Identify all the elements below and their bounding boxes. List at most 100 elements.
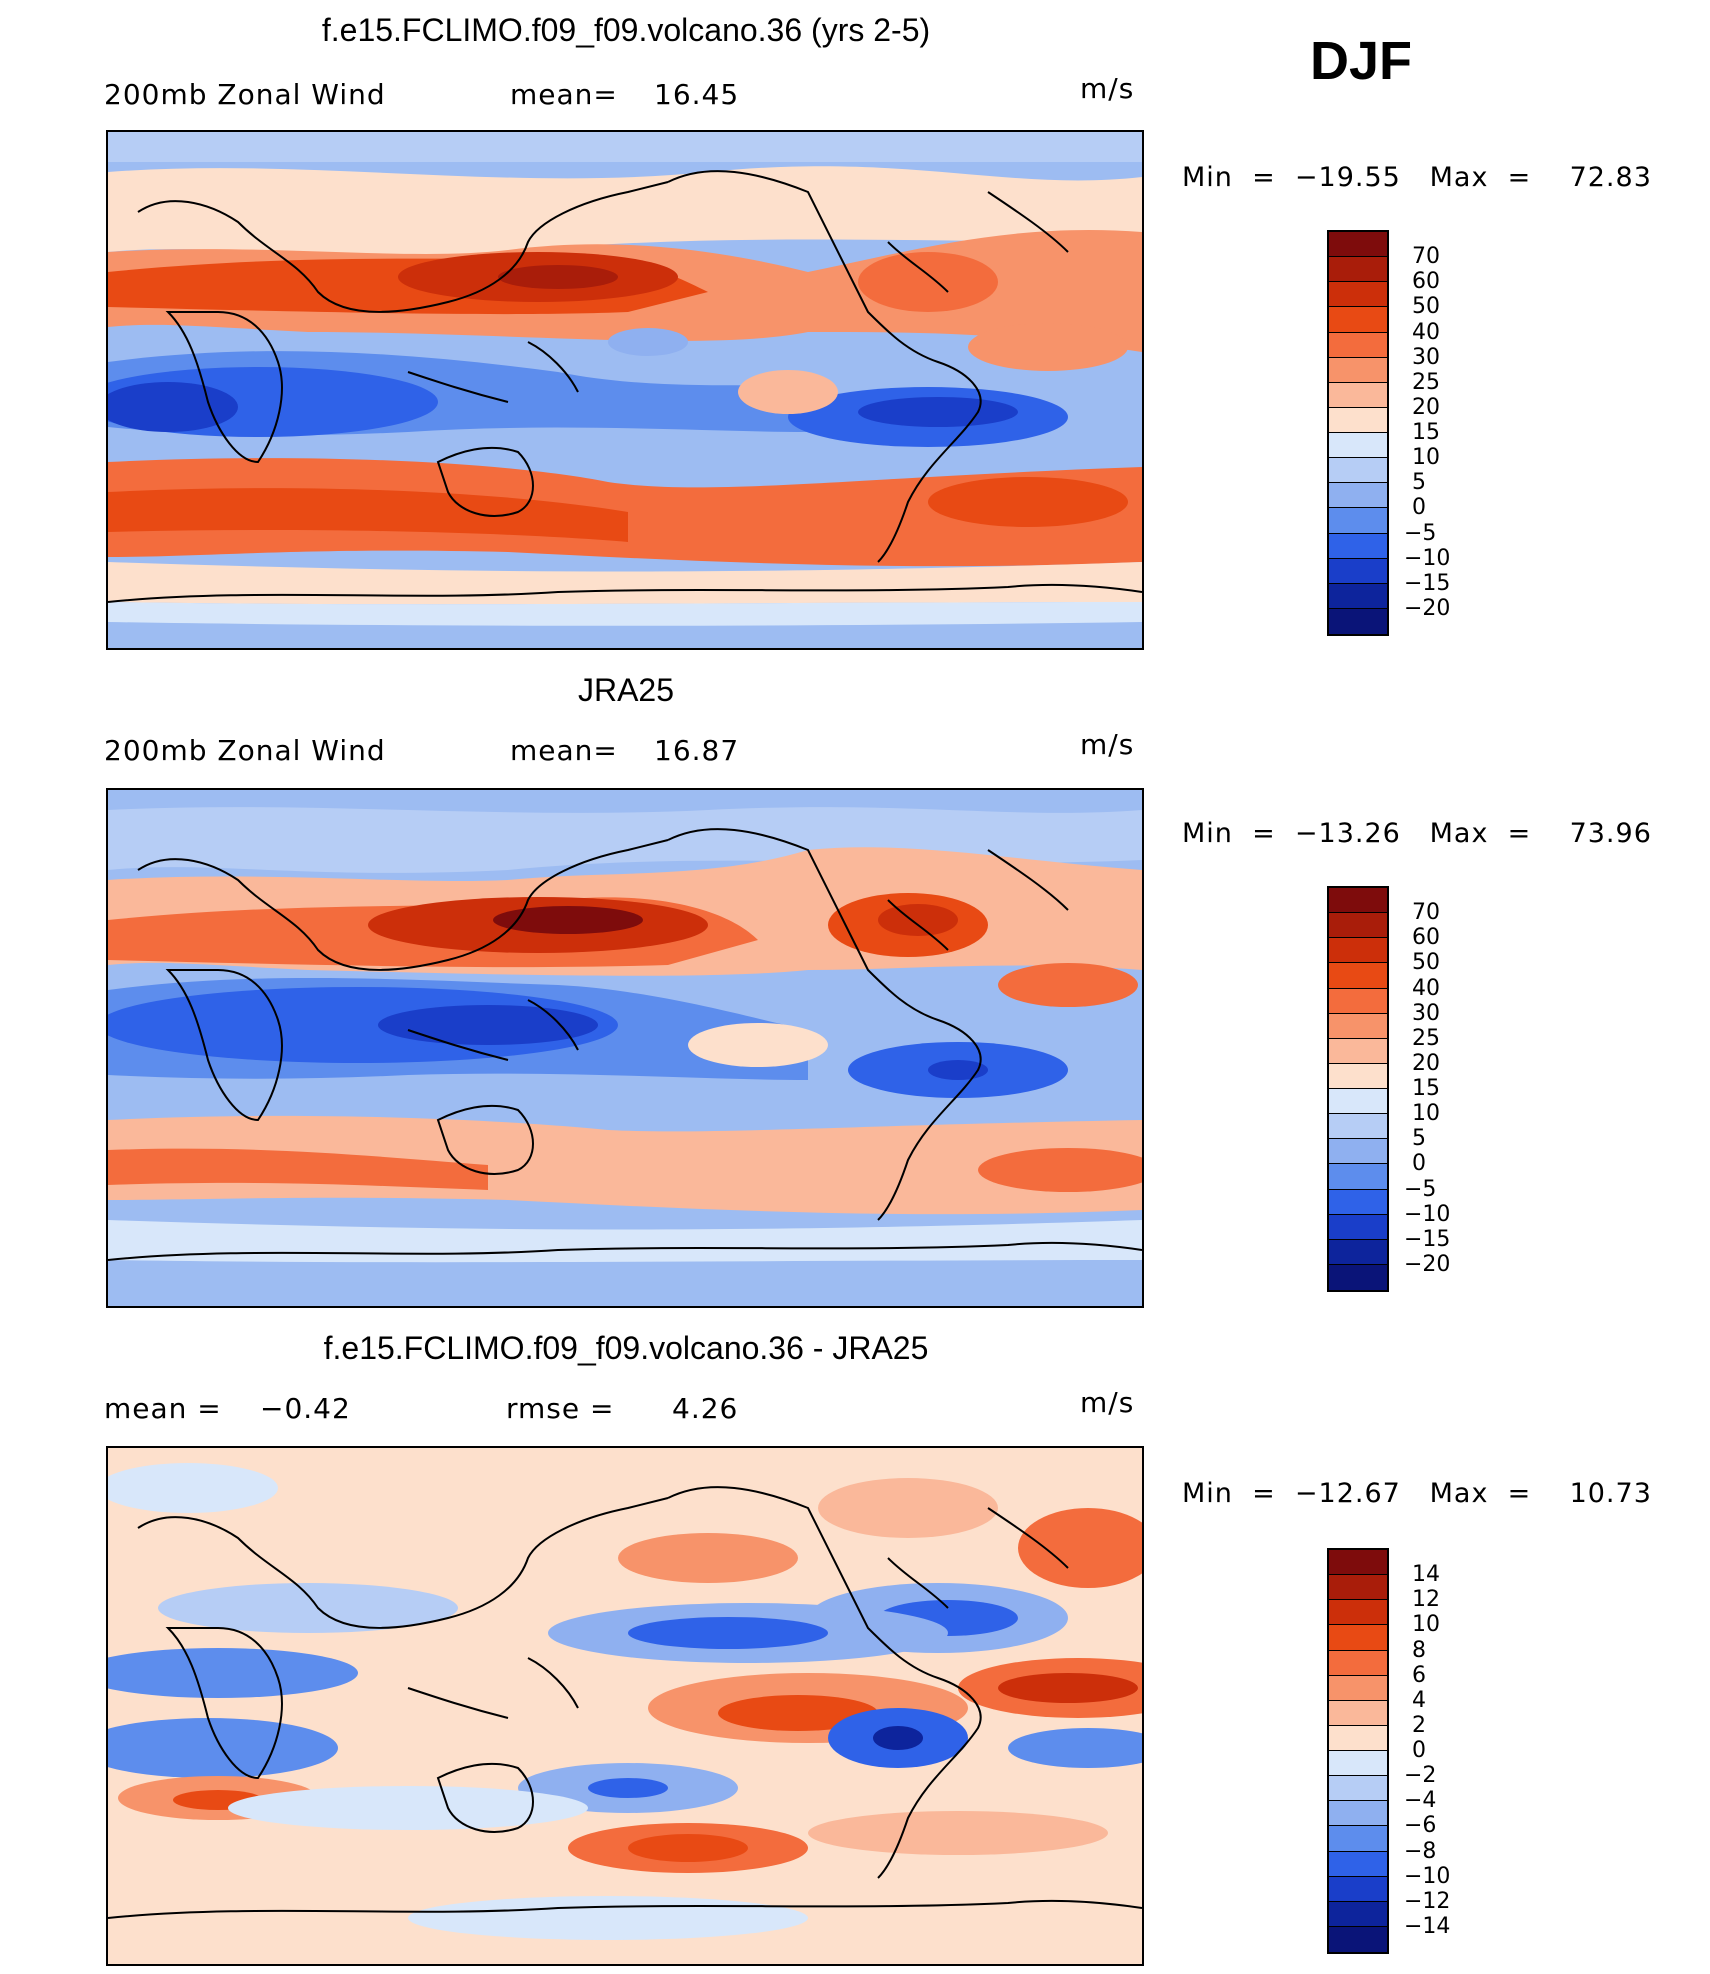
panel-3-min-label: Min (1182, 1478, 1233, 1509)
colorbar-tick-label: −6 (1404, 1813, 1437, 1839)
colorbar-tick-label: 25 (1412, 369, 1440, 395)
colorbar-tick-label: −15 (1404, 1226, 1451, 1252)
colorbar-swatch (1329, 913, 1387, 939)
panel-1-min-value: −19.55 (1294, 162, 1401, 193)
panel-2-units: m/s (1080, 728, 1135, 761)
panel-1-min-label: Min (1182, 162, 1233, 193)
colorbar-swatch (1329, 1013, 1387, 1039)
panel-3-mean-label: mean = (104, 1392, 222, 1425)
panel-3-rmse-value: 4.26 (672, 1392, 739, 1425)
colorbar-tick-label: 50 (1412, 950, 1440, 976)
colorbar-swatch (1329, 232, 1387, 258)
panel-3-max-value: 10.73 (1569, 1478, 1652, 1509)
panel-2-map (106, 788, 1144, 1308)
colorbar-swatch (1329, 1625, 1387, 1651)
colorbar-swatch (1329, 1114, 1387, 1140)
colorbar-swatch (1329, 1550, 1387, 1576)
colorbar-tick-label: 5 (1412, 1126, 1426, 1152)
colorbar-swatch (1329, 558, 1387, 584)
colorbar-tick-label: −12 (1404, 1888, 1451, 1914)
colorbar-swatch (1329, 533, 1387, 559)
panel-1-title: f.e15.FCLIMO.f09_f09.volcano.36 (yrs 2-5… (321, 12, 931, 48)
panel-1-units: m/s (1080, 72, 1135, 105)
colorbar-tick-label: −14 (1404, 1913, 1451, 1939)
colorbar-tick-label: 10 (1412, 1101, 1440, 1127)
colorbar-tick-label: 14 (1412, 1562, 1440, 1588)
panel-2-mean-label: mean= (510, 734, 618, 767)
colorbar-tick-label: 25 (1412, 1025, 1440, 1051)
colorbar-swatch (1329, 963, 1387, 989)
colorbar-tick-label: 15 (1412, 420, 1440, 445)
colorbar-tick-label: −8 (1404, 1838, 1437, 1864)
colorbar-swatch (1329, 357, 1387, 383)
panel-2-mean-value: 16.87 (654, 734, 740, 767)
colorbar-swatch (1329, 988, 1387, 1014)
colorbar-tick-label: 60 (1412, 925, 1440, 951)
colorbar-swatch (1329, 1926, 1387, 1952)
panel-3-units: m/s (1080, 1386, 1135, 1419)
panel-1-min-max: Min = −19.55 Max = 72.83 (1182, 162, 1652, 193)
panel-3-max-label: Max (1429, 1478, 1489, 1509)
colorbar-swatch (1329, 483, 1387, 509)
colorbar-tick-label: −10 (1404, 545, 1451, 571)
panel-1-mean-value: 16.45 (654, 78, 740, 111)
panel-1-colorbar (1327, 230, 1389, 636)
colorbar-tick-label: 70 (1412, 244, 1440, 270)
colorbar-tick-label: 0 (1412, 1738, 1426, 1763)
colorbar-swatch (1329, 1264, 1387, 1290)
colorbar-swatch (1329, 1725, 1387, 1751)
colorbar-swatch (1329, 1675, 1387, 1701)
colorbar-swatch (1329, 433, 1387, 459)
colorbar-tick-label: 30 (1412, 1000, 1440, 1026)
colorbar-tick-label: 60 (1412, 269, 1440, 295)
colorbar-tick-label: 40 (1412, 319, 1440, 345)
colorbar-swatch (1329, 407, 1387, 433)
colorbar-tick-label: 6 (1412, 1662, 1426, 1688)
colorbar-tick-label: 50 (1412, 294, 1440, 320)
panel-2-min-label: Min (1182, 818, 1233, 849)
colorbar-tick-label: 15 (1412, 1076, 1440, 1101)
panel-3-min-value: −12.67 (1294, 1478, 1401, 1509)
colorbar-swatch (1329, 888, 1387, 914)
colorbar-tick-label: 10 (1412, 445, 1440, 471)
colorbar-tick-label: −10 (1404, 1201, 1451, 1227)
colorbar-tick-label: 40 (1412, 975, 1440, 1001)
colorbar-swatch (1329, 1650, 1387, 1676)
colorbar-tick-label: 8 (1412, 1637, 1426, 1663)
colorbar-tick-label: 20 (1412, 1050, 1440, 1076)
colorbar-swatch (1329, 583, 1387, 609)
colorbar-tick-label: −20 (1404, 595, 1451, 621)
colorbar-swatch (1329, 1214, 1387, 1240)
panel-1-max-value: 72.83 (1569, 162, 1652, 193)
panel-2-min-max: Min = −13.26 Max = 73.96 (1182, 818, 1652, 849)
panel-3-min-max: Min = −12.67 Max = 10.73 (1182, 1478, 1652, 1509)
panel-2-variable-label: 200mb Zonal Wind (104, 734, 386, 767)
colorbar-swatch (1329, 307, 1387, 333)
colorbar-tick-label: 30 (1412, 344, 1440, 370)
colorbar-swatch (1329, 1876, 1387, 1902)
colorbar-swatch (1329, 1139, 1387, 1165)
panel-2-colorbar (1327, 886, 1389, 1292)
panel-1-variable-label: 200mb Zonal Wind (104, 78, 386, 111)
colorbar-tick-label: 20 (1412, 394, 1440, 420)
colorbar-swatch (1329, 1600, 1387, 1626)
colorbar-tick-label: −2 (1404, 1763, 1437, 1789)
colorbar-swatch (1329, 1751, 1387, 1777)
colorbar-tick-label: 5 (1412, 470, 1426, 496)
colorbar-tick-label: −5 (1404, 1176, 1437, 1202)
colorbar-swatch (1329, 1164, 1387, 1190)
colorbar-swatch (1329, 1901, 1387, 1927)
colorbar-swatch (1329, 1189, 1387, 1215)
panel-1-map (106, 130, 1144, 650)
colorbar-tick-label: −10 (1404, 1863, 1451, 1889)
panel-3-rmse-label: rmse = (506, 1392, 615, 1425)
colorbar-tick-label: 70 (1412, 900, 1440, 926)
colorbar-tick-label: 0 (1412, 1151, 1426, 1177)
panel-2-max-value: 73.96 (1569, 818, 1652, 849)
panel-3-map (106, 1446, 1144, 1966)
colorbar-tick-label: 2 (1412, 1712, 1426, 1738)
colorbar-swatch (1329, 1826, 1387, 1852)
colorbar-tick-label: −15 (1404, 570, 1451, 596)
panel-3-colorbar (1327, 1548, 1389, 1954)
colorbar-swatch (1329, 508, 1387, 534)
